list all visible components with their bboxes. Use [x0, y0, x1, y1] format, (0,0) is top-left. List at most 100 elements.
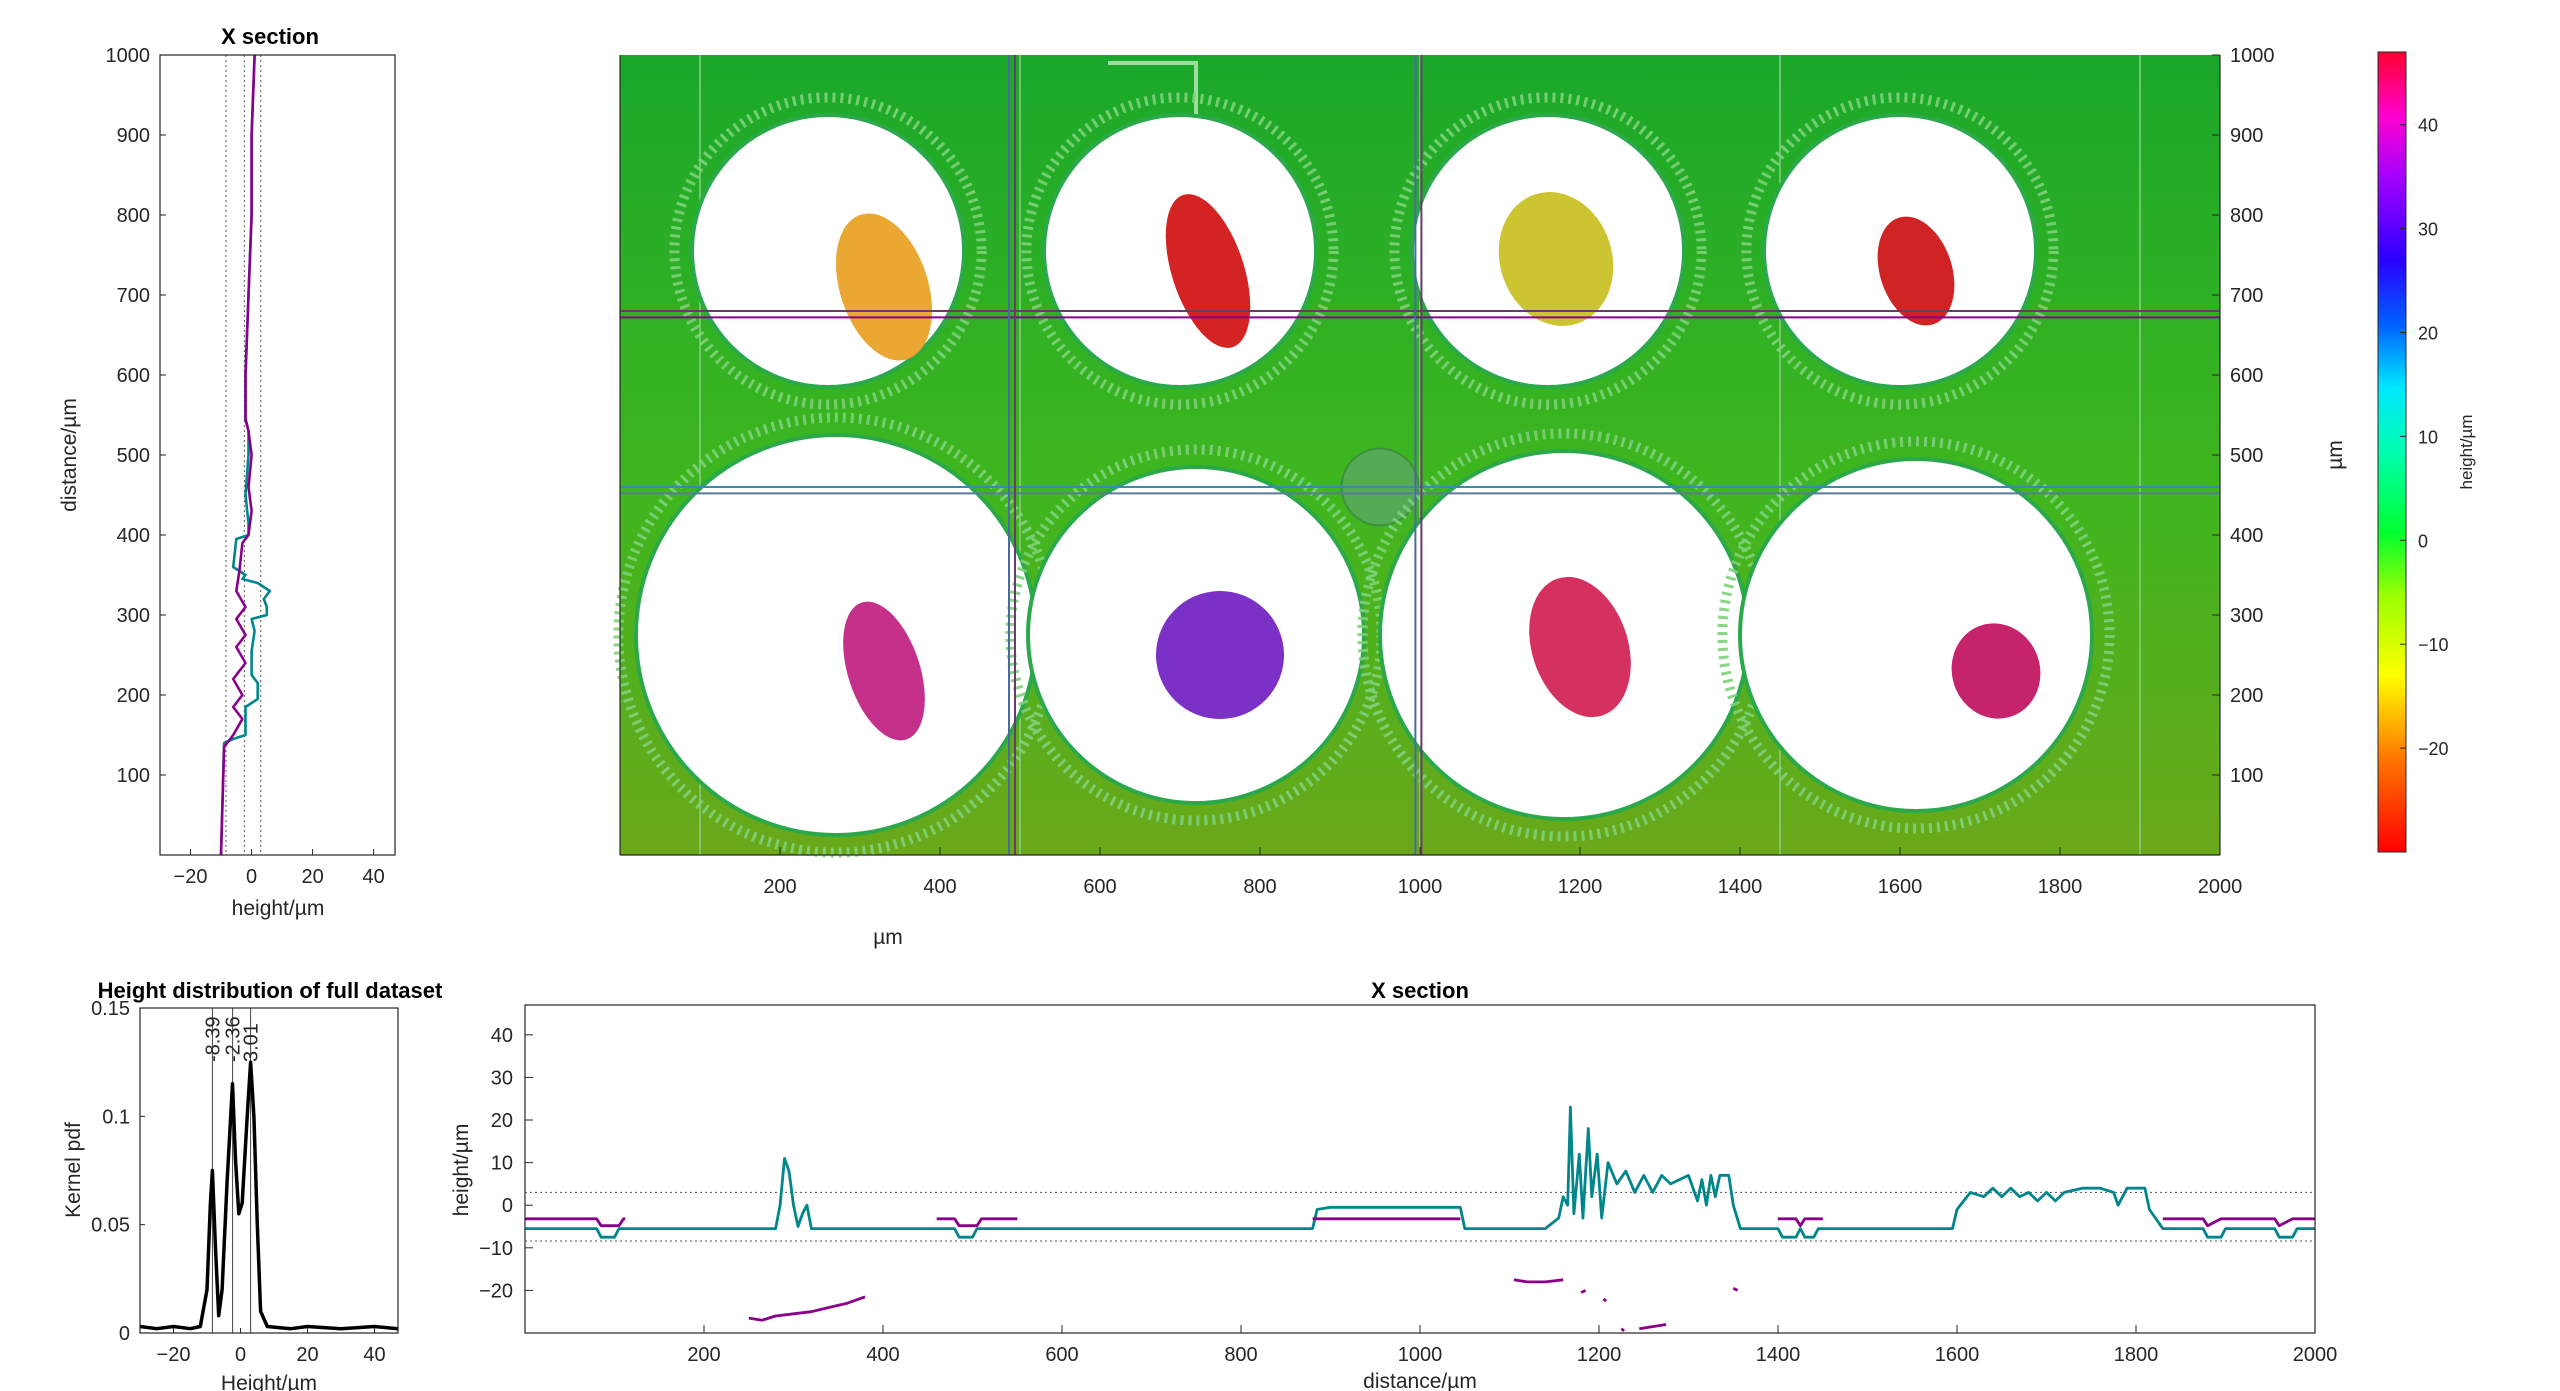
height-distribution-title: Height distribution of full dataset: [98, 978, 443, 1003]
well-ring-3: [1741, 92, 2059, 410]
x-tick-label: 2000: [2293, 1344, 2338, 1366]
height-distribution-ylabel: Kernel pdf: [62, 1122, 85, 1218]
y-tick-label: −20: [479, 1280, 513, 1302]
series-purple-segment-7: [1620, 1327, 1625, 1332]
series-line-purple: [219, 54, 256, 856]
colorbar-tick-label: 40: [2418, 116, 2438, 136]
series-purple-segment-4: [1513, 1278, 1564, 1284]
y-tick-label: 400: [2230, 525, 2263, 547]
tissue-feature-3: [1877, 216, 1955, 326]
x-tick-label: 1800: [2038, 876, 2083, 898]
x-tick-label: 2000: [2198, 876, 2243, 898]
well-7: [1738, 457, 2094, 813]
colorbar-ticks: −20 −10 0 10 20 30 40: [2400, 116, 2449, 759]
height-map-panel: 200 400 600 800 1000 1200 1400 1600 1800 2000 100…: [613, 45, 2476, 949]
x-section-vertical-axes-box: [159, 54, 396, 856]
channel-path: [1108, 61, 1198, 135]
series-purple-segment-2: [936, 1217, 1018, 1228]
peak-label-1: -2.36: [223, 1016, 245, 1062]
x-section-vertical-xlabel: height/µm: [232, 897, 325, 920]
height-map-y-ticks: 100 200 300 400 500 600 700 800 900 1000: [2212, 45, 2275, 787]
y-tick-label: 100: [117, 765, 150, 787]
tissue-feature-4: [843, 601, 925, 741]
colorbar-tick-label: 30: [2418, 220, 2438, 240]
colorbar-tick-label: −10: [2418, 635, 2449, 655]
tissue-feature-5: [1156, 591, 1284, 719]
y-tick-label: 1000: [106, 45, 151, 67]
height-map-features: [836, 192, 2041, 741]
x-tick-label: −20: [157, 1344, 191, 1366]
x-tick-label: 600: [1045, 1344, 1078, 1366]
y-tick-label: 0.15: [91, 998, 130, 1020]
tissue-feature-6: [1529, 576, 1631, 718]
x-section-horizontal-panel: X section 200 400 600 800 1000 1200 1400 1600 18…: [450, 978, 2337, 1391]
x-tick-label: 1400: [1756, 1344, 1801, 1366]
x-tick-label: 800: [1243, 876, 1276, 898]
series-purple-segment-8: [1639, 1323, 1667, 1331]
x-tick-label: 200: [763, 876, 796, 898]
y-tick-label: 500: [2230, 445, 2263, 467]
height-distribution-y-ticks: 0 0.05 0.1 0.15: [91, 998, 145, 1345]
x-section-vertical-title: X section: [221, 24, 319, 49]
colorbar-tick-label: 10: [2418, 427, 2438, 447]
x-tick-label: 0: [235, 1344, 246, 1366]
y-tick-label: 800: [2230, 205, 2263, 227]
y-tick-label: 500: [117, 445, 150, 467]
y-tick-label: 600: [2230, 365, 2263, 387]
height-map-cross-lines: [620, 55, 2220, 855]
series-purple-segment-10: [1778, 1217, 1823, 1228]
x-tick-label: 400: [923, 876, 956, 898]
x-tick-label: 40: [363, 1344, 385, 1366]
y-tick-label: 0.1: [102, 1106, 130, 1128]
peak-label-2: 3.01: [241, 1023, 263, 1062]
x-tick-label: 20: [301, 866, 323, 888]
tissue-feature-2: [1498, 192, 1614, 326]
series-purple-segment-11: [2162, 1217, 2315, 1228]
x-tick-label: 600: [1083, 876, 1116, 898]
x-tick-label: 1400: [1718, 876, 1763, 898]
x-section-horizontal-ylabel: height/µm: [450, 1124, 473, 1217]
well-ring-2: [1389, 92, 1707, 410]
x-tick-label: 800: [1224, 1344, 1257, 1366]
x-section-horizontal-x-ticks: 200 400 600 800 1000 1200 1400 1600 1800 2000: [687, 1325, 2337, 1366]
x-tick-label: 400: [866, 1344, 899, 1366]
x-tick-label: 1000: [1398, 1344, 1443, 1366]
y-tick-label: 20: [491, 1110, 513, 1132]
y-tick-label: 300: [2230, 605, 2263, 627]
colorbar: [2377, 51, 2407, 853]
x-tick-label: 1800: [2114, 1344, 2159, 1366]
x-tick-label: −20: [174, 866, 208, 888]
x-tick-label: 20: [296, 1344, 318, 1366]
series-purple-segment-0: [525, 1217, 626, 1228]
well-ring-1: [1021, 92, 1339, 410]
x-section-vertical-ylabel: distance/µm: [58, 398, 81, 512]
x-section-horizontal-axes-box: [524, 1004, 2316, 1334]
x-section-horizontal-xlabel: distance/µm: [1363, 1370, 1477, 1391]
height-map-ylabel: µm: [2324, 440, 2347, 470]
series-purple-segment-5: [1580, 1289, 1587, 1294]
x-tick-label: 200: [687, 1344, 720, 1366]
x-section-vertical-series: [219, 54, 272, 856]
x-tick-label: 1600: [1878, 876, 1923, 898]
x-tick-label: 1000: [1398, 876, 1443, 898]
x-section-vertical-x-ticks: −20 0 20 40: [174, 849, 385, 888]
y-tick-label: 200: [2230, 685, 2263, 707]
tissue-feature-7: [1951, 623, 2041, 719]
height-map-xlabel: µm: [873, 926, 903, 949]
x-tick-label: 40: [363, 866, 385, 888]
y-tick-label: −10: [479, 1238, 513, 1260]
height-distribution-x-ticks: −20 0 20 40: [157, 1328, 386, 1366]
well-4: [634, 433, 1038, 837]
y-tick-label: 900: [2230, 125, 2263, 147]
height-distribution-series: [139, 1060, 399, 1331]
y-tick-label: 100: [2230, 765, 2263, 787]
x-section-horizontal-series: [525, 1105, 2315, 1332]
colorbar-tick-label: −20: [2418, 739, 2449, 759]
height-distribution-axes-box: [139, 1007, 399, 1334]
series-purple-segment-1: [748, 1295, 866, 1322]
colorbar-tick-label: 20: [2418, 324, 2438, 344]
height-map-x-ticks: 200 400 600 800 1000 1200 1400 1600 1800 2000: [763, 847, 2242, 898]
y-tick-label: 700: [117, 285, 150, 307]
colorbar-label: height/µm: [2457, 415, 2476, 490]
